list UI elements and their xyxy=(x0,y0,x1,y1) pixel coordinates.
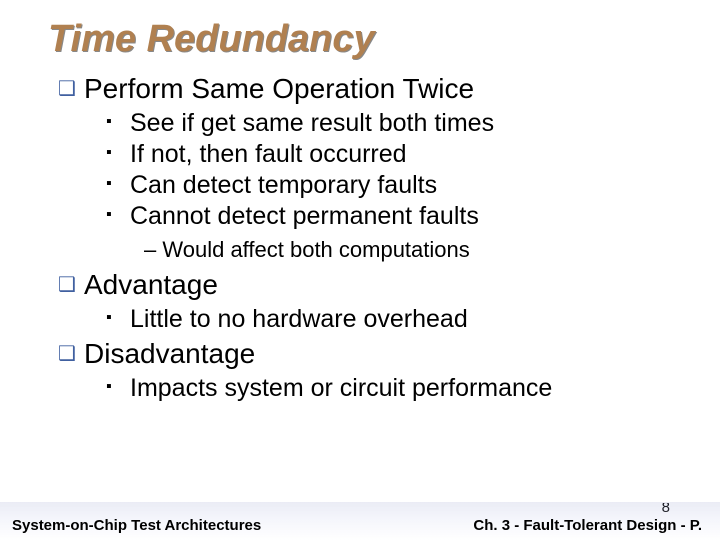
square-small-bullet-icon: ▪ xyxy=(106,144,130,162)
square-bullet-icon: ❑ xyxy=(58,272,84,297)
bullet-lvl2: ▪Can detect temporary faults xyxy=(106,171,692,200)
bullet-lvl1: ❑Perform Same Operation Twice xyxy=(58,73,692,105)
bullet-lvl1: ❑Advantage xyxy=(58,269,692,301)
bullet-lvl2: ▪Cannot detect permanent faults xyxy=(106,202,692,231)
bullet-lvl2: ▪Little to no hardware overhead xyxy=(106,305,692,334)
square-bullet-icon: ❑ xyxy=(58,341,84,366)
lvl2-text: Can detect temporary faults xyxy=(130,171,437,199)
square-small-bullet-icon: ▪ xyxy=(106,113,130,131)
square-small-bullet-icon: ▪ xyxy=(106,309,130,327)
slide-title: Time Redundancy xyxy=(48,18,692,61)
bullet-lvl1: ❑Disadvantage xyxy=(58,338,692,370)
square-bullet-icon: ❑ xyxy=(58,76,84,101)
lvl2-text: See if get same result both times xyxy=(130,109,494,137)
slide: Time Redundancy ❑Perform Same Operation … xyxy=(0,0,720,540)
lvl2-text: Impacts system or circuit performance xyxy=(130,374,552,402)
lvl2-text: Little to no hardware overhead xyxy=(130,305,468,333)
slide-footer: System-on-Chip Test Architectures Ch. 3 … xyxy=(0,502,720,540)
dash-bullet-icon: – xyxy=(144,237,156,262)
bullet-lvl2: ▪Impacts system or circuit performance xyxy=(106,374,692,403)
lvl1-text: Perform Same Operation Twice xyxy=(84,73,474,104)
bullet-lvl3: – Would affect both computations xyxy=(144,237,692,263)
footer-right-text: Ch. 3 - Fault-Tolerant Design - P. xyxy=(473,517,702,534)
square-small-bullet-icon: ▪ xyxy=(106,378,130,396)
square-small-bullet-icon: ▪ xyxy=(106,175,130,193)
square-small-bullet-icon: ▪ xyxy=(106,206,130,224)
bullet-lvl2: ▪If not, then fault occurred xyxy=(106,140,692,169)
lvl1-text: Advantage xyxy=(84,269,218,300)
lvl3-text: Would affect both computations xyxy=(162,237,469,262)
bullet-lvl2: ▪See if get same result both times xyxy=(106,109,692,138)
lvl2-text: If not, then fault occurred xyxy=(130,140,407,168)
footer-left-text: System-on-Chip Test Architectures xyxy=(12,517,261,534)
lvl1-text: Disadvantage xyxy=(84,338,255,369)
lvl2-text: Cannot detect permanent faults xyxy=(130,202,479,230)
